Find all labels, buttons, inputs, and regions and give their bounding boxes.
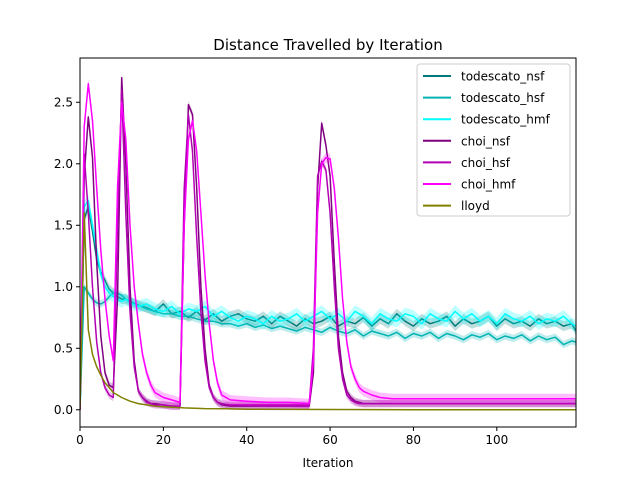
chart-title: Distance Travelled by Iteration	[213, 36, 442, 54]
legend-label-choi_nsf: choi_nsf	[461, 134, 511, 148]
legend-box	[416, 63, 571, 217]
legend-label-choi_hsf: choi_hsf	[461, 156, 511, 170]
x-tick-label: 80	[406, 433, 421, 447]
y-tick-label: 2.5	[54, 95, 73, 109]
legend-label-lloyd: lloyd	[461, 199, 490, 213]
axes: 0 20 40 60 80 100 0.0 0.5 1.0 1.5 2.0 2.5	[54, 57, 577, 447]
y-tick-label: 2.0	[54, 157, 73, 171]
legend-label-choi_hmf: choi_hmf	[461, 178, 516, 192]
y-tick-label: 0.5	[54, 341, 73, 355]
x-tick-label: 40	[239, 433, 254, 447]
y-tick-label: 0.0	[54, 403, 73, 417]
series-line-choi_hsf	[80, 89, 576, 410]
plot-area	[80, 74, 576, 416]
series-line-lloyd	[80, 212, 576, 411]
series-line-todescato_hmf	[80, 199, 576, 410]
legend-label-todescato_hsf: todescato_hsf	[461, 91, 545, 105]
y-tick-label: 1.5	[54, 218, 73, 232]
series-line-choi_hmf	[80, 83, 576, 410]
series-group	[80, 74, 576, 416]
axes-frame	[79, 57, 577, 428]
legend-label-todescato_nsf: todescato_nsf	[461, 70, 545, 84]
series-band-todescato_nsf	[80, 201, 576, 415]
legend-label-todescato_hmf: todescato_hmf	[461, 113, 551, 127]
x-tick-label: 0	[76, 433, 84, 447]
y-tick-label: 1.0	[54, 280, 73, 294]
x-tick-label: 60	[322, 433, 337, 447]
legend: todescato_nsf todescato_hsf todescato_hmfc…	[416, 63, 571, 217]
x-axis-label: Iteration	[303, 456, 354, 470]
x-tick-label: 100	[485, 433, 508, 447]
x-tick-label: 20	[156, 433, 171, 447]
